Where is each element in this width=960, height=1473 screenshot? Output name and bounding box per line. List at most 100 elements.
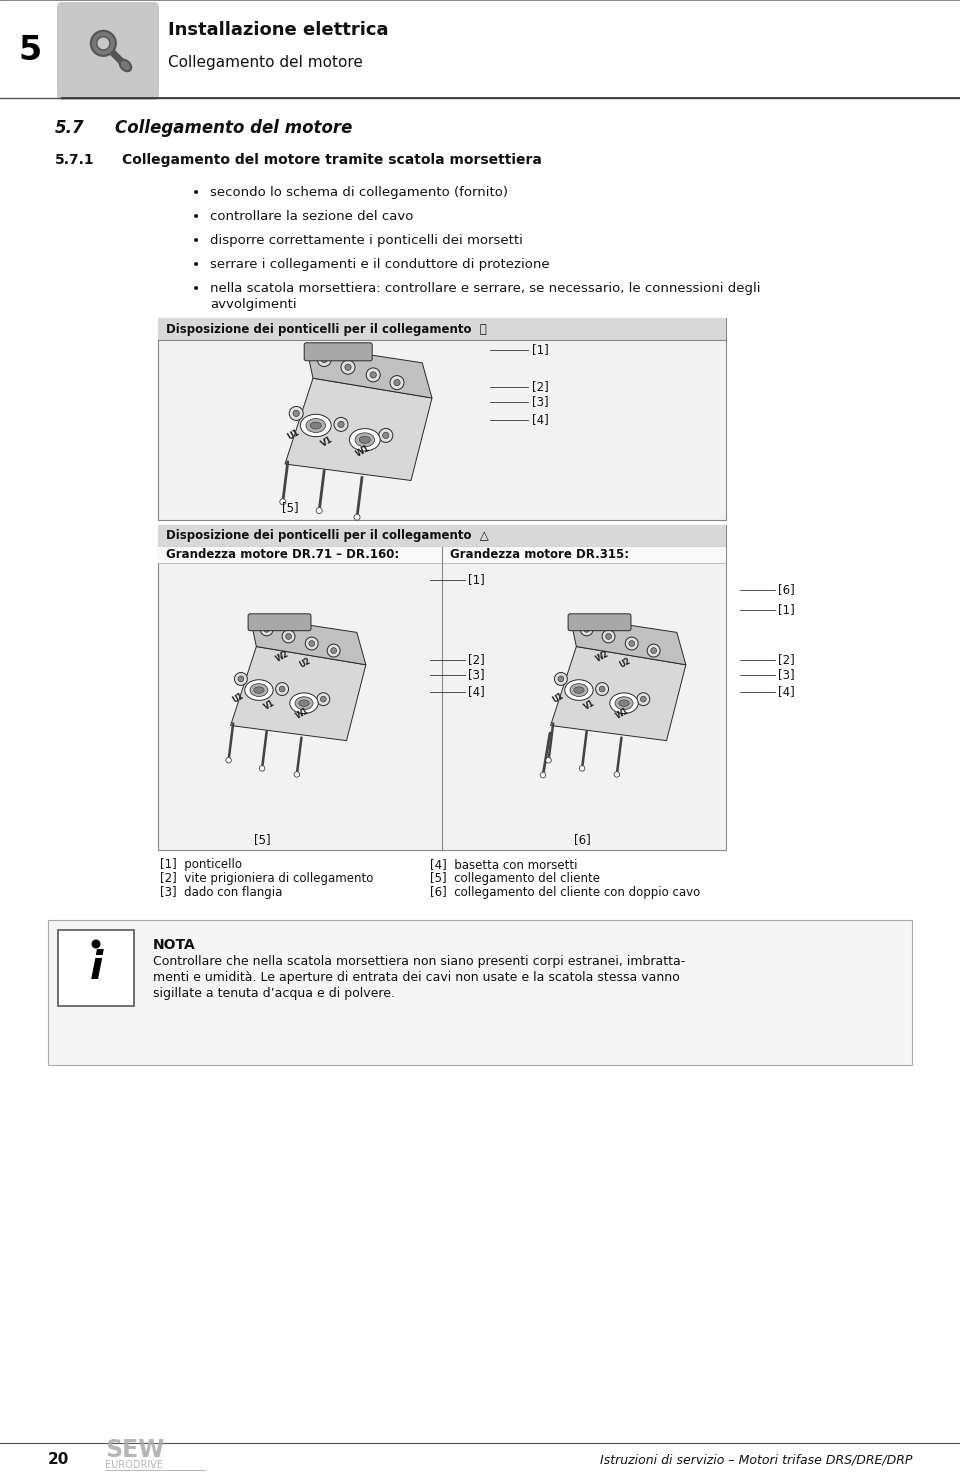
Text: menti e umidità. Le aperture di entrata dei cavi non usate e la scatola stessa v: menti e umidità. Le aperture di entrata … (153, 971, 680, 984)
Bar (158, 546, 726, 563)
Text: W2: W2 (594, 650, 611, 664)
Ellipse shape (295, 697, 313, 710)
Circle shape (602, 630, 615, 642)
Circle shape (379, 429, 393, 442)
Text: Collegamento del motore: Collegamento del motore (115, 119, 352, 137)
Text: •: • (192, 281, 200, 296)
Circle shape (316, 508, 323, 514)
Circle shape (370, 371, 376, 379)
Polygon shape (570, 616, 685, 664)
Polygon shape (306, 345, 432, 398)
Bar (158, 318, 726, 340)
Circle shape (264, 626, 270, 632)
Circle shape (647, 644, 660, 657)
Circle shape (614, 772, 619, 778)
Circle shape (580, 623, 593, 636)
Circle shape (91, 940, 101, 949)
Ellipse shape (290, 692, 318, 713)
Circle shape (305, 636, 318, 650)
Circle shape (338, 421, 344, 427)
Text: NOTA: NOTA (153, 938, 196, 952)
Text: Grandezza motore DR.315:: Grandezza motore DR.315: (450, 548, 629, 561)
Text: U2: U2 (298, 655, 313, 670)
FancyBboxPatch shape (58, 929, 134, 1006)
Text: V1: V1 (320, 435, 335, 449)
FancyBboxPatch shape (304, 343, 372, 361)
Text: secondo lo schema di collegamento (fornito): secondo lo schema di collegamento (forni… (210, 186, 508, 199)
Circle shape (276, 682, 289, 695)
Text: [5]  collegamento del cliente: [5] collegamento del cliente (430, 872, 600, 885)
Text: W2: W2 (274, 650, 290, 664)
Text: [3]: [3] (778, 669, 795, 682)
Text: disporre correttamente i ponticelli dei morsetti: disporre correttamente i ponticelli dei … (210, 234, 523, 247)
Circle shape (238, 676, 244, 682)
Text: [1]  ponticello: [1] ponticello (160, 857, 242, 871)
Text: [2]: [2] (778, 654, 795, 666)
Text: Grandezza motore DR.71 – DR.160:: Grandezza motore DR.71 – DR.160: (166, 548, 399, 561)
Circle shape (584, 626, 589, 632)
Circle shape (317, 692, 330, 706)
Text: [4]  basetta con morsetti: [4] basetta con morsetti (430, 857, 578, 871)
Text: [2]: [2] (532, 380, 549, 393)
Text: •: • (192, 186, 200, 200)
Polygon shape (250, 616, 366, 664)
Text: •: • (192, 258, 200, 273)
Circle shape (354, 514, 360, 520)
Text: 5.7.1: 5.7.1 (55, 153, 95, 166)
Text: SEW: SEW (105, 1438, 164, 1463)
Circle shape (226, 757, 231, 763)
Bar (158, 524, 726, 850)
FancyBboxPatch shape (57, 1, 159, 100)
Text: Disposizione dei ponticelli per il collegamento  △: Disposizione dei ponticelli per il colle… (166, 529, 489, 542)
Ellipse shape (300, 414, 331, 436)
Ellipse shape (359, 436, 371, 443)
Circle shape (636, 692, 650, 706)
Polygon shape (230, 647, 366, 741)
Circle shape (317, 352, 331, 367)
Ellipse shape (619, 700, 629, 707)
Ellipse shape (570, 683, 588, 697)
Text: [4]: [4] (532, 414, 549, 427)
Text: i: i (89, 949, 103, 987)
Ellipse shape (615, 697, 633, 710)
FancyBboxPatch shape (248, 614, 311, 630)
Circle shape (606, 633, 612, 639)
Circle shape (234, 673, 248, 685)
Circle shape (279, 686, 285, 692)
Text: [1]: [1] (468, 573, 485, 586)
Circle shape (282, 630, 295, 642)
Text: Disposizione dei ponticelli per il collegamento  ⨉: Disposizione dei ponticelli per il colle… (166, 323, 487, 336)
Text: [6]: [6] (574, 834, 590, 847)
Ellipse shape (564, 679, 593, 700)
Circle shape (625, 636, 638, 650)
Circle shape (390, 376, 404, 389)
Text: 20: 20 (48, 1452, 69, 1467)
Text: [1]: [1] (778, 604, 795, 617)
Circle shape (558, 676, 564, 682)
Text: •: • (192, 211, 200, 224)
Ellipse shape (355, 433, 374, 446)
Ellipse shape (253, 686, 264, 694)
Circle shape (309, 641, 315, 647)
Polygon shape (551, 647, 685, 741)
Text: controllare la sezione del cavo: controllare la sezione del cavo (210, 211, 414, 222)
Ellipse shape (574, 686, 584, 694)
Circle shape (293, 411, 300, 417)
Text: Controllare che nella scatola morsettiera non siano presenti corpi estranei, imb: Controllare che nella scatola morsettier… (153, 955, 685, 968)
Circle shape (394, 380, 400, 386)
Text: [5]: [5] (281, 501, 299, 514)
Ellipse shape (120, 60, 132, 71)
Bar (158, 524, 726, 546)
Text: W1: W1 (614, 706, 631, 720)
Ellipse shape (245, 679, 273, 700)
Text: U2: U2 (618, 655, 633, 670)
Circle shape (97, 37, 110, 50)
Text: U1: U1 (551, 691, 565, 706)
Text: Installazione elettrica: Installazione elettrica (168, 21, 389, 38)
Text: avvolgimenti: avvolgimenti (210, 298, 297, 311)
Text: [1]: [1] (532, 343, 549, 356)
Circle shape (289, 407, 303, 420)
Circle shape (341, 361, 355, 374)
Circle shape (540, 772, 546, 778)
Text: [4]: [4] (468, 685, 485, 698)
